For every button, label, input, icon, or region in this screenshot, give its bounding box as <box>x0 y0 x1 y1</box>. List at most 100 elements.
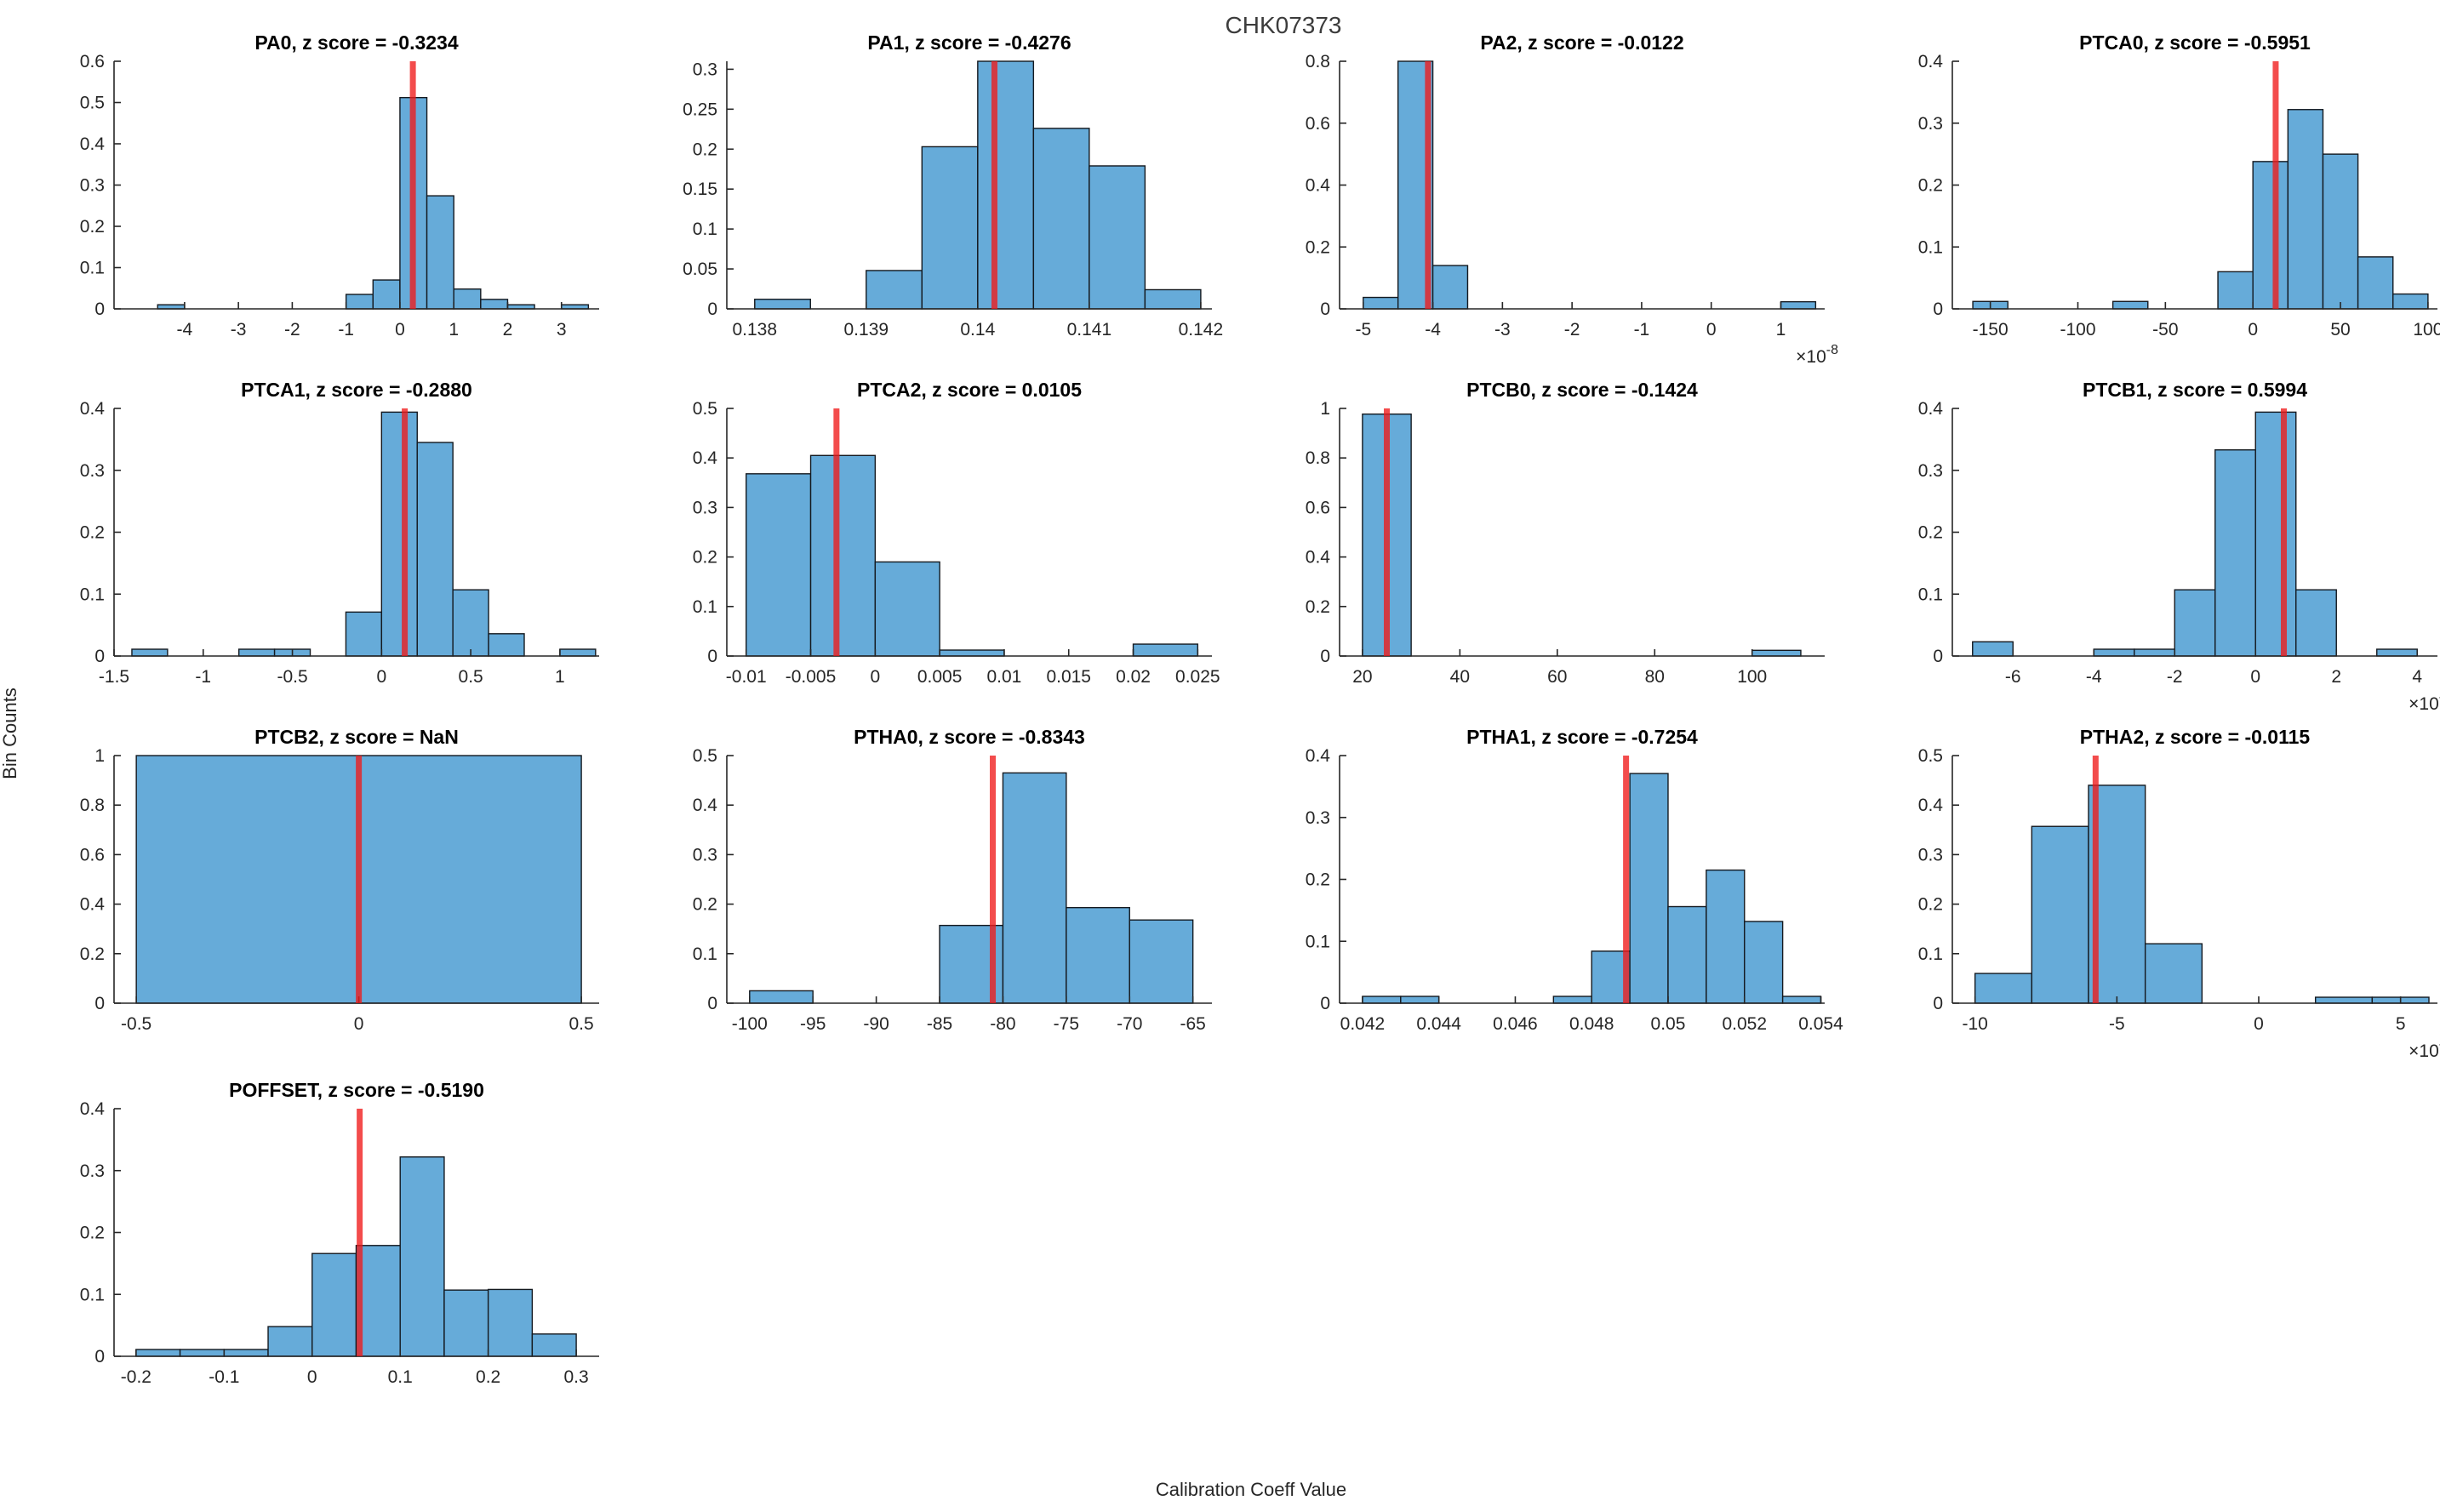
histogram-bar <box>1974 973 2033 1004</box>
y-tick-label: 0 <box>94 647 105 666</box>
axis-exponent-label: ×10-8 <box>1796 343 1838 367</box>
x-tick-label: 0.14 <box>960 320 995 339</box>
subplot-PTHA2: 0 0.1 0.2 0.3 0.4 0.5 -10 -5 0 5×10-7 PTHA2, z sco… <box>1918 726 2440 1061</box>
y-tick-label: 0.3 <box>693 60 717 79</box>
subplot-PTCB2: 0 0.2 0.4 0.6 0.8 1 -0.5 0 0.5 PTCB2, z score = N… <box>80 726 599 1034</box>
y-tick-label: 0.4 <box>80 134 106 154</box>
histogram-bar <box>2322 153 2359 310</box>
x-tick-label: -85 <box>927 1014 952 1034</box>
x-tick-label: 0.1 <box>388 1367 413 1387</box>
subplot-PTCA0: 0 0.1 0.2 0.3 0.4 -150 -100 -50 0 50 100 PTCA0, z s… <box>1918 31 2440 339</box>
x-tick-label: 0.046 <box>1493 1014 1538 1034</box>
histogram-bar <box>2254 411 2297 657</box>
y-tick-label: 0.2 <box>1306 237 1330 257</box>
y-tick-label: 0.2 <box>80 217 105 237</box>
x-tick-label: 0 <box>2248 320 2258 339</box>
histogram-bar <box>921 145 979 310</box>
x-tick-label: 1 <box>449 320 459 339</box>
subplot-PTCB1: 0 0.1 0.2 0.3 0.4 -6 -4 -2 0 2 4 ×10-3 PTCB1, z scor… <box>1918 379 2440 714</box>
histogram-bar <box>2392 293 2429 310</box>
x-tick-label: -0.01 <box>726 667 767 687</box>
histogram-bar <box>1667 905 1707 1004</box>
y-tick-label: 0.2 <box>693 548 717 568</box>
red-marker-line <box>833 408 840 656</box>
y-tick-label: 0.3 <box>1306 808 1330 828</box>
x-tick-label: 2 <box>2331 667 2341 687</box>
y-tick-label: 0 <box>1933 994 1943 1013</box>
y-tick-label: 0.3 <box>693 498 717 517</box>
x-tick-label: -0.1 <box>209 1367 239 1387</box>
y-tick-label: 0.8 <box>1306 448 1330 468</box>
x-tick-label: -2 <box>1564 320 1580 339</box>
x-tick-label: 0 <box>2250 667 2260 687</box>
x-tick-label: -1.5 <box>99 667 129 687</box>
y-tick-label: 0 <box>1933 647 1943 666</box>
y-tick-label: 0.6 <box>80 52 105 71</box>
subplot-PTCA1: 0 0.1 0.2 0.3 0.4 -1.5 -1 -0.5 0 0.5 1 PTCA1, z sco… <box>80 379 599 687</box>
red-marker-line <box>2092 756 2099 1003</box>
subplot-PA2: 0 0.2 0.4 0.6 0.8 -5 -4 -3 -2 -1 0 1 ×10-8 PA2, z sco… <box>1306 31 1838 367</box>
red-marker-line <box>1425 61 1431 309</box>
x-tick-label: 60 <box>1547 667 1567 687</box>
x-tick-label: -0.005 <box>786 667 837 687</box>
histogram-bar <box>1089 165 1146 310</box>
red-marker-line <box>356 756 363 1003</box>
y-tick-label: 0.25 <box>683 100 717 119</box>
y-tick-label: 0.1 <box>1918 944 1943 964</box>
x-tick-label: 0.05 <box>1651 1014 1686 1034</box>
x-tick-label: 1 <box>1776 320 1786 339</box>
histogram-bar <box>2295 589 2337 657</box>
x-tick-label: 0.142 <box>1179 320 1224 339</box>
subplot-PTHA0: 0 0.1 0.2 0.3 0.4 0.5 -100 -95 -90 -85 -80 -75 -70 -6… <box>693 726 1212 1034</box>
histogram-bar <box>480 299 509 310</box>
histogram-bar <box>135 1349 181 1357</box>
y-tick-label: 0.3 <box>80 176 105 196</box>
histogram-bar <box>223 1349 269 1357</box>
subplot-POFFSET: 0 0.1 0.2 0.3 0.4 -0.2 -0.1 0 0.1 0.2 0.3 POFFSET, … <box>80 1079 599 1387</box>
y-tick-label: 0 <box>1320 300 1330 319</box>
y-tick-label: 0.6 <box>1306 498 1330 517</box>
x-tick-label: -100 <box>2060 320 2095 339</box>
x-tick-label: 100 <box>1737 667 1767 687</box>
y-tick-label: 0.4 <box>80 1099 106 1119</box>
x-tick-label: 0.138 <box>732 320 777 339</box>
x-tick-label: 20 <box>1352 667 1372 687</box>
x-tick-label: 0.042 <box>1340 1014 1386 1034</box>
histogram-bar <box>2144 943 2203 1004</box>
subplot-PA1: 0 0.05 0.1 0.15 0.2 0.25 0.3 0.138 0.139 0.14 0.14… <box>683 31 1223 339</box>
histogram-bar <box>453 288 482 310</box>
x-tick-label: -2 <box>284 320 300 339</box>
x-tick-label: -75 <box>1054 1014 1079 1034</box>
y-tick-label: 0 <box>94 994 105 1013</box>
x-tick-label: 0.044 <box>1416 1014 1461 1034</box>
x-tick-label: 1 <box>555 667 565 687</box>
red-marker-line <box>1384 408 1391 656</box>
x-tick-label: -0.5 <box>277 667 307 687</box>
x-tick-label: 4 <box>2412 667 2422 687</box>
subplot-title: PTHA0, z score = -0.8343 <box>854 726 1085 748</box>
y-tick-label: 0.2 <box>80 523 105 543</box>
x-tick-label: 0.5 <box>569 1014 593 1034</box>
x-tick-label: 100 <box>2413 320 2440 339</box>
subplot-title: PTCA0, z score = -0.5951 <box>2079 31 2311 54</box>
histogram-bar <box>2217 271 2254 310</box>
x-tick-label: -3 <box>1494 320 1511 339</box>
x-tick-label: 0.141 <box>1067 320 1112 339</box>
y-tick-label: 0 <box>94 300 105 319</box>
x-tick-label: -0.5 <box>121 1014 151 1034</box>
y-tick-label: 0.1 <box>693 944 717 964</box>
x-tick-label: 3 <box>557 320 567 339</box>
subplot-title: PA0, z score = -0.3234 <box>254 31 459 54</box>
subplot-title: PTCB0, z score = -0.1424 <box>1466 379 1698 401</box>
red-marker-line <box>409 61 416 309</box>
y-tick-label: 0.4 <box>1918 796 1944 815</box>
y-tick-label: 0 <box>94 1347 105 1367</box>
y-tick-label: 0.1 <box>1306 932 1330 951</box>
x-tick-label: 50 <box>2330 320 2350 339</box>
red-marker-line <box>357 1109 363 1356</box>
subplot-title: PTCA2, z score = 0.0105 <box>857 379 1082 401</box>
histogram-bar <box>749 990 814 1004</box>
histogram-bar <box>866 270 923 310</box>
x-tick-label: 0.2 <box>476 1367 500 1387</box>
histogram-bar <box>1972 641 2014 657</box>
